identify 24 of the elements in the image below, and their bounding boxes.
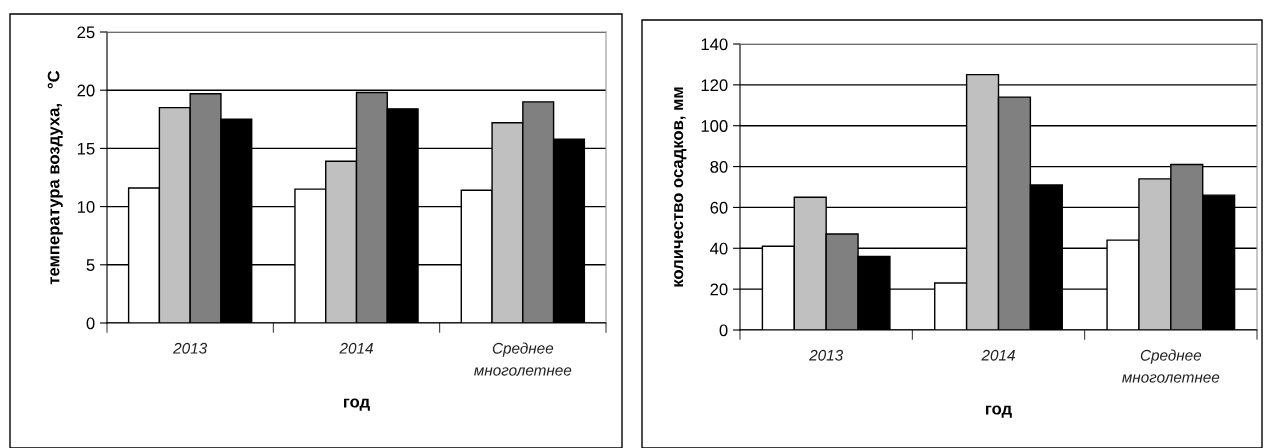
x-tick-label: Среднее многолетнее bbox=[474, 342, 572, 376]
y-tick-label: 120 bbox=[701, 79, 728, 92]
y-tick-label: 80 bbox=[710, 160, 728, 173]
y-tick-label: 20 bbox=[710, 283, 728, 296]
x-tick-label: Среднее многолетнее bbox=[1122, 349, 1220, 383]
x-tick-label: 2014 bbox=[339, 342, 373, 354]
y-tick-label: 60 bbox=[710, 201, 728, 214]
y-tick-label: 40 bbox=[710, 242, 728, 255]
x-tick-label: 2013 bbox=[173, 342, 208, 354]
x-tick-label: 2013 bbox=[809, 349, 844, 361]
y-tick-label: 0 bbox=[86, 317, 95, 330]
y-tick-label: 25 bbox=[77, 26, 95, 39]
y-tick-label: 0 bbox=[719, 324, 728, 337]
y-tick-label: 15 bbox=[77, 142, 95, 155]
y-axis-title: температура воздуха, °С bbox=[47, 70, 63, 285]
y-axis-title: количество осадков, мм bbox=[674, 87, 687, 287]
y-tick-label: 140 bbox=[701, 38, 728, 51]
y-tick-label: 100 bbox=[701, 120, 728, 132]
x-axis-title: год bbox=[344, 398, 370, 411]
x-axis-title: год bbox=[986, 405, 1012, 418]
x-tick-label: 2014 bbox=[981, 349, 1015, 361]
y-tick-label: 5 bbox=[86, 259, 95, 271]
y-tick-label: 20 bbox=[77, 84, 95, 97]
y-tick-label: 10 bbox=[77, 201, 95, 213]
